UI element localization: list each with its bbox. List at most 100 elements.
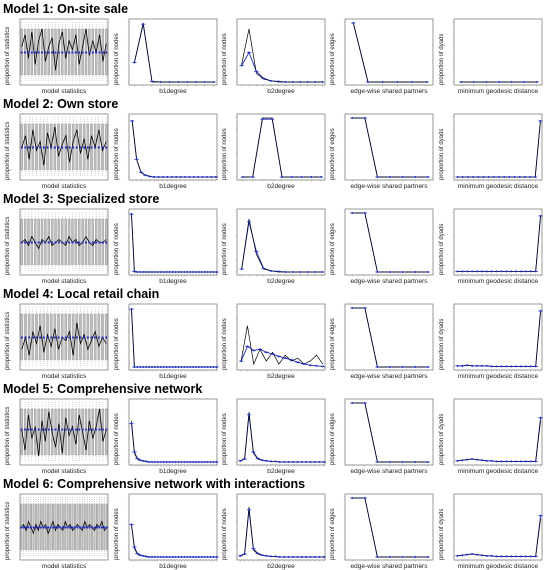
y-axis-label: proportion of edges (330, 318, 336, 370)
simulated-point (162, 461, 165, 463)
simulated-point (274, 555, 277, 558)
gof-panel: proportion of nodes b1degree (112, 491, 219, 570)
simulated-point (105, 336, 108, 339)
simulated-line (457, 310, 542, 367)
simulated-point (153, 556, 156, 558)
simulated-point (490, 365, 493, 368)
panel-plot (19, 18, 109, 86)
simulated-point (239, 459, 242, 462)
simulated-point (195, 271, 197, 273)
y-axis-label: proportion of edges (330, 223, 336, 275)
y-axis-label: proportion of statistics (5, 121, 11, 180)
simulated-point (186, 271, 189, 273)
simulated-point (78, 241, 81, 244)
simulated-point (262, 267, 265, 270)
simulated-point (151, 80, 153, 83)
simulated-point (29, 526, 33, 529)
box-body (91, 408, 94, 456)
simulated-point (30, 241, 33, 244)
simulated-point (351, 402, 354, 404)
observed-line (352, 307, 428, 368)
simulated-point (61, 526, 64, 529)
simulated-point (314, 556, 316, 558)
simulated-point (318, 556, 321, 558)
simulated-point (135, 158, 138, 161)
x-axis-label: model statistics (41, 468, 87, 475)
panel-plot (343, 303, 434, 372)
simulated-point (461, 176, 464, 178)
simulated-point (248, 508, 250, 511)
observed-line (457, 120, 541, 178)
simulated-point (180, 556, 183, 558)
simulated-point (130, 523, 133, 526)
simulated-point (200, 556, 203, 558)
simulated-point (20, 526, 23, 529)
x-axis-label: b2degree (267, 183, 295, 190)
simulated-point (539, 416, 542, 419)
simulated-point (274, 460, 277, 463)
simulated-point (83, 526, 86, 529)
plot-frame (128, 18, 218, 86)
simulated-point (203, 366, 206, 368)
box-body (64, 408, 67, 456)
simulated-point (105, 146, 108, 149)
simulated-point (23, 241, 27, 244)
plot-frame (344, 113, 434, 181)
x-axis-label: model statistics (41, 88, 87, 95)
simulated-point (27, 526, 30, 529)
simulated-point (66, 526, 69, 529)
simulated-point (168, 271, 171, 273)
simulated-line (242, 118, 322, 178)
simulated-line (352, 497, 428, 558)
simulated-point (510, 81, 513, 83)
simulated-point (139, 459, 142, 462)
y-axis-label: proportion of nodes (114, 318, 120, 370)
y-axis-label: proportion of edges (330, 33, 336, 85)
simulated-point (197, 176, 200, 178)
simulated-point (47, 526, 50, 529)
simulated-point (101, 336, 104, 339)
simulated-point (148, 366, 151, 368)
simulated-point (153, 271, 156, 273)
x-axis-label: edge-wise shared partners (350, 88, 428, 95)
simulated-point (212, 81, 215, 83)
simulated-line (131, 423, 217, 463)
observed-line (457, 518, 541, 557)
simulated-point (186, 461, 189, 463)
simulated-point (78, 51, 81, 54)
observed-line (21, 28, 107, 71)
y-axis-label: proportion of nodes (222, 223, 228, 275)
simulated-line (352, 22, 427, 83)
y-axis-label: proportion of nodes (222, 128, 228, 180)
observed-line (131, 420, 217, 463)
simulated-point (72, 336, 75, 339)
simulated-point (472, 81, 475, 83)
simulated-point (206, 461, 209, 463)
simulated-point (44, 51, 47, 54)
simulated-point (389, 271, 391, 273)
simulated-point (515, 460, 518, 463)
simulated-point (277, 270, 280, 273)
simulated-point (524, 555, 527, 558)
simulated-point (277, 80, 280, 83)
y-axis-label: proportion of nodes (114, 413, 120, 465)
y-axis-label: proportion of nodes (222, 508, 228, 560)
plot-frame (453, 113, 543, 181)
simulated-point (426, 271, 429, 273)
simulated-point (171, 271, 174, 273)
simulated-point (37, 428, 40, 431)
simulated-point (39, 526, 42, 529)
simulated-point (520, 460, 522, 463)
simulated-point (534, 270, 537, 273)
simulated-point (139, 271, 142, 273)
simulated-point (156, 461, 159, 463)
gof-panel: proportion of nodes b1degree (112, 206, 219, 285)
simulated-point (42, 526, 45, 529)
simulated-line (352, 212, 428, 273)
panel-plot (127, 208, 219, 277)
simulated-point (140, 171, 142, 174)
gof-panel: proportion of nodes b2degree (220, 396, 327, 475)
simulated-point (42, 146, 45, 149)
simulated-point (498, 176, 500, 178)
simulated-point (367, 81, 369, 83)
